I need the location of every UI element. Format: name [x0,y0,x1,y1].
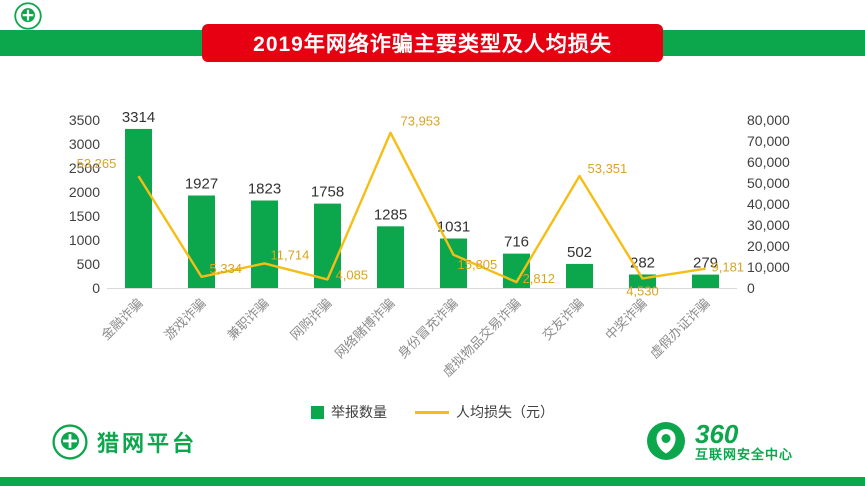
brand-360: 360 互联网安全中心 [646,419,794,463]
bar-value-label: 1285 [374,206,407,223]
left-axis-tick: 2500 [69,160,100,176]
left-axis-tick: 0 [92,280,100,296]
loss-value-label: 73,953 [401,114,441,129]
report-count-bar [125,128,152,288]
legend-line-label: 人均损失（元） [456,404,554,420]
loss-value-label: 4,530 [626,283,659,298]
page-title: 2019年网络诈骗主要类型及人均损失 [202,24,663,62]
bar-value-label: 1927 [185,176,218,193]
report-count-bar [566,263,593,288]
right-axis-tick: 20,000 [747,238,790,254]
bar-value-label: 279 [693,255,718,272]
bar-value-label: 3314 [122,109,155,126]
right-axis-tick: 50,000 [747,175,790,191]
loss-value-label: 53,265 [77,156,117,171]
left-axis-tick: 500 [77,256,101,272]
360-logo [647,422,685,461]
loss-value-label: 2,812 [523,271,556,286]
right-axis-tick: 30,000 [747,217,790,233]
category-label: 金融诈骗 [98,296,145,343]
category-label: 中奖诈骗 [602,296,649,343]
line-series-swatch [415,410,449,414]
bar-series-swatch [311,405,324,419]
loss-value-label: 15,805 [458,257,498,272]
right-axis-tick: 10,000 [747,259,790,275]
loss-value-label: 53,351 [588,161,628,176]
category-label: 兼职诈骗 [224,296,271,343]
liewang-logo-small [14,2,42,30]
right-axis-tick: 60,000 [747,154,790,170]
bar-value-label: 502 [567,244,592,261]
liewang-logo [52,424,88,460]
loss-value-label: 11,714 [271,247,310,262]
right-axis-tick: 80,000 [747,112,790,128]
category-label: 虚假办证诈骗 [647,296,713,362]
category-label: 网购诈骗 [287,296,334,343]
liewang-brand-text: 猎网平台 [97,431,198,456]
category-label: 游戏诈骗 [161,296,208,343]
per-capita-loss-line [137,131,706,284]
right-axis-tick: 70,000 [747,133,790,149]
left-axis-tick: 1500 [69,208,100,224]
legend-bars-label: 举报数量 [331,404,387,420]
category-label: 网络赌博诈骗 [332,296,398,362]
category-label: 身份冒充诈骗 [395,296,461,362]
right-axis-tick: 40,000 [747,196,790,212]
report-count-bar [692,274,719,288]
360-brand-text: 360 互联网安全中心 [695,419,794,463]
360-number: 360 [695,419,739,449]
chart-legend: 举报数量 人均损失（元） [0,402,865,422]
report-count-bar [377,226,404,288]
bar-value-label: 716 [504,234,529,251]
right-axis-tick: 0 [747,280,755,296]
footer-stripe [0,477,865,486]
360-subtitle: 互联网安全中心 [695,447,794,463]
legend-item-line: 人均损失（元） [415,402,554,422]
report-count-bar [440,238,467,288]
loss-value-label: 5,334 [210,261,243,276]
left-axis-tick: 3000 [69,136,100,152]
report-count-bar [251,200,278,288]
report-count-bar [314,203,341,288]
left-axis-tick: 3500 [69,112,100,128]
liewang-brand: 猎网平台 [52,424,197,460]
loss-value-label: 9,181 [712,260,745,275]
loss-value-label: 4,085 [336,267,369,282]
bar-value-label: 1031 [437,219,470,236]
bar-value-label: 1758 [311,184,344,201]
left-axis-tick: 2000 [69,184,100,200]
bar-value-label: 1823 [248,180,281,197]
category-label: 交友诈骗 [539,296,586,343]
legend-item-bars: 举报数量 [311,402,387,422]
left-axis-tick: 1000 [69,232,100,248]
report-count-bar [188,195,215,288]
